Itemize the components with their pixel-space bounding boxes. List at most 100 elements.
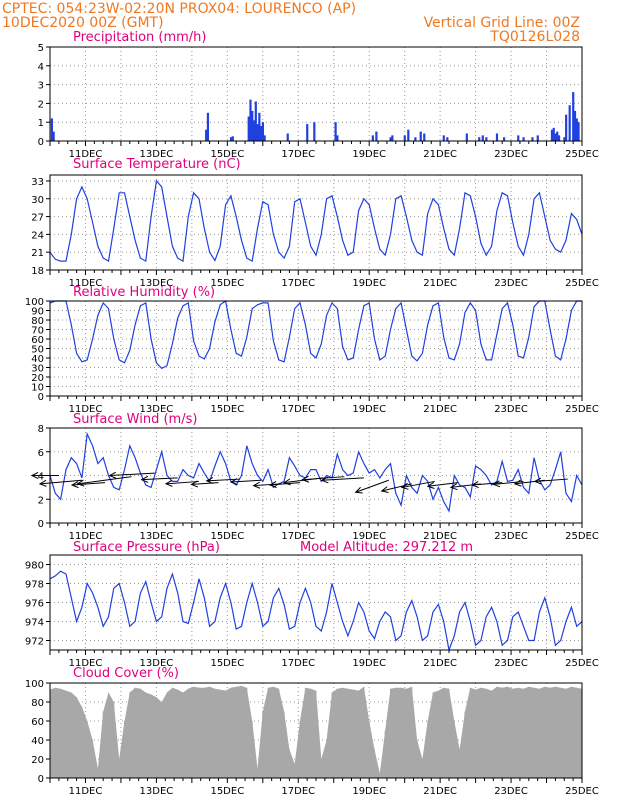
wind-arrow-head [426,482,435,489]
xticks-wind [49,523,583,528]
wind-arrow [38,479,82,487]
precip-bar [552,127,555,141]
series-line-rh [49,299,582,370]
wind-arrow-shaft [355,479,389,493]
ytick-label: 0 [38,774,44,785]
wind-arrow-shaft [321,477,364,481]
wind-arrow-head [320,476,329,484]
ytick-label: 21 [31,248,44,259]
xtick-label: 15DEC [210,658,244,669]
xtick-label: 13DEC [140,404,174,415]
xtick-label: 15DEC [210,149,244,160]
wind-arrow-shaft [427,482,458,487]
panel-title-temp: Surface Temperature (nC) [73,157,241,172]
wind-arrow [320,476,364,484]
xtick-label: 19DEC [352,531,386,542]
xtick-label: 19DEC [352,786,386,797]
xtick-label: 25DEC [565,149,599,160]
xtick-label: 15DEC [210,531,244,542]
xtick-label: 19DEC [352,278,386,289]
precip-bar [563,137,566,141]
precip-bar [52,131,55,141]
wind-arrow [426,482,458,489]
precip-bar [286,133,289,141]
panel-pres: Surface Pressure (hPa) Model Altitude: 29… [25,540,599,669]
precip-bar [478,137,481,141]
xtick-label: 23DEC [494,404,528,415]
xtick-label: 23DEC [494,531,528,542]
xtick-label: 25DEC [565,278,599,289]
precip-bar [260,125,263,141]
ytick-label: 40 [31,736,44,747]
ytick-label: 70 [31,326,44,337]
ytick-label: 27 [31,213,44,224]
precip-bar [371,135,374,141]
xtick-label: 13DEC [140,658,174,669]
precip-bar [522,137,525,141]
panel-title-pres: Surface Pressure (hPa) [73,540,220,555]
precip-bar [423,133,426,141]
xtick-label: 17DEC [281,531,315,542]
xtick-label: 17DEC [281,278,315,289]
ytick-label: 30 [31,195,44,206]
precip-bar [389,137,392,141]
ytick-label: 4 [38,472,44,483]
wind-arrow [380,483,412,493]
precip-bar [334,122,337,141]
ytick-label: 50 [31,345,44,356]
panel-rh: Relative Humidity (%) 0102030405060708090… [25,285,599,415]
wind-arrow-head [400,482,409,490]
ytick-label: 60 [31,717,44,728]
wind-arrow-shaft [71,482,106,486]
header-run-time: 10DEC2020 00Z (GMT) [2,15,164,31]
ytick-label: 33 [31,177,44,188]
wind-arrow-shaft [191,482,219,485]
ytick-label: 24 [31,230,44,241]
ytick-label: 0 [38,392,44,403]
ytick-label: 972 [25,637,44,648]
wind-arrow [30,472,59,479]
ytick-label: 974 [25,618,44,629]
xtick-label: 21DEC [423,786,457,797]
precip-bar [531,137,534,141]
ytick-label: 8 [38,424,44,435]
precip-bar [403,135,406,141]
panel-precip: Precipitation (mm/h) 0 1 2 3 4 5 11DEC 13DEC 15DE… [38,30,599,160]
xtick-label: 21DEC [423,404,457,415]
precip-bar [231,136,234,141]
wind-arrow [354,479,389,494]
wind-arrow-shaft [206,478,240,482]
xticks-temp [49,270,583,275]
wind-arrows [30,471,568,494]
xtick-label: 19DEC [352,404,386,415]
precip-bar [446,137,449,141]
xtick-label: 21DEC [423,149,457,160]
xtick-label: 13DEC [140,531,174,542]
xtick-label: 11DEC [69,404,103,415]
wind-arrow-shaft [77,476,132,485]
ytick-label: 2 [38,495,44,506]
precip-bar [249,99,252,141]
panel-temp: Surface Temperature (nC) 18 21 24 27 30 33 11DE… [31,157,599,289]
precip-bar [565,114,568,141]
precip-bar [336,135,339,141]
wind-arrow-head [229,478,238,486]
precip-bar [261,122,264,141]
xtick-label: 11DEC [69,149,103,160]
wind-arrow-head [354,486,363,494]
ytick-label: 80 [31,316,44,327]
wind-arrow-head [533,477,542,485]
wind-arrow-head [301,475,310,483]
precip-bar [256,124,259,141]
wind-arrow [70,481,106,489]
precip-bar [375,131,378,141]
bars-precip [50,92,580,141]
xtick-label: 11DEC [69,786,103,797]
wind-arrow-head [38,479,47,487]
wind-arrow [108,471,155,479]
wind-arrow-shaft [381,483,412,492]
ytick-label: 978 [25,580,44,591]
wind-arrow-shaft [534,478,568,482]
wind-arrow [533,477,568,485]
